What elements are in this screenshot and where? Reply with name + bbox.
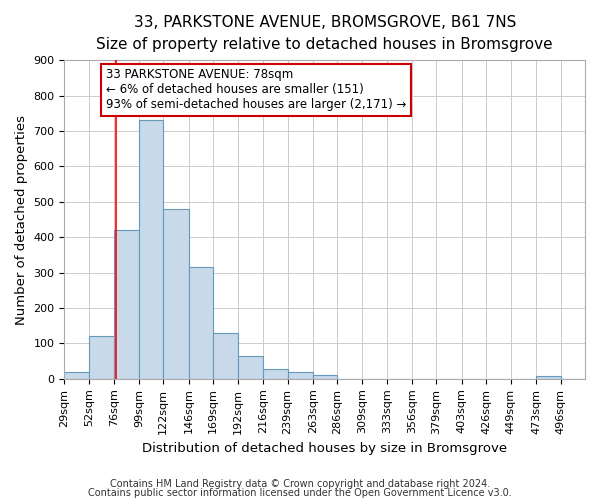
Bar	[536, 376, 560, 379]
Bar	[189, 268, 213, 379]
X-axis label: Distribution of detached houses by size in Bromsgrove: Distribution of detached houses by size …	[142, 442, 507, 455]
Bar	[263, 369, 287, 379]
Bar	[163, 209, 189, 379]
Bar	[64, 372, 89, 379]
Bar	[287, 372, 313, 379]
Text: 33 PARKSTONE AVENUE: 78sqm
← 6% of detached houses are smaller (151)
93% of semi: 33 PARKSTONE AVENUE: 78sqm ← 6% of detac…	[106, 68, 406, 112]
Title: 33, PARKSTONE AVENUE, BROMSGROVE, B61 7NS
Size of property relative to detached : 33, PARKSTONE AVENUE, BROMSGROVE, B61 7N…	[97, 15, 553, 52]
Bar	[89, 336, 115, 379]
Y-axis label: Number of detached properties: Number of detached properties	[15, 114, 28, 324]
Bar	[313, 376, 337, 379]
Bar	[139, 120, 163, 379]
Bar	[213, 333, 238, 379]
Text: Contains HM Land Registry data © Crown copyright and database right 2024.: Contains HM Land Registry data © Crown c…	[110, 479, 490, 489]
Text: Contains public sector information licensed under the Open Government Licence v3: Contains public sector information licen…	[88, 488, 512, 498]
Bar	[115, 230, 139, 379]
Bar	[238, 356, 263, 379]
